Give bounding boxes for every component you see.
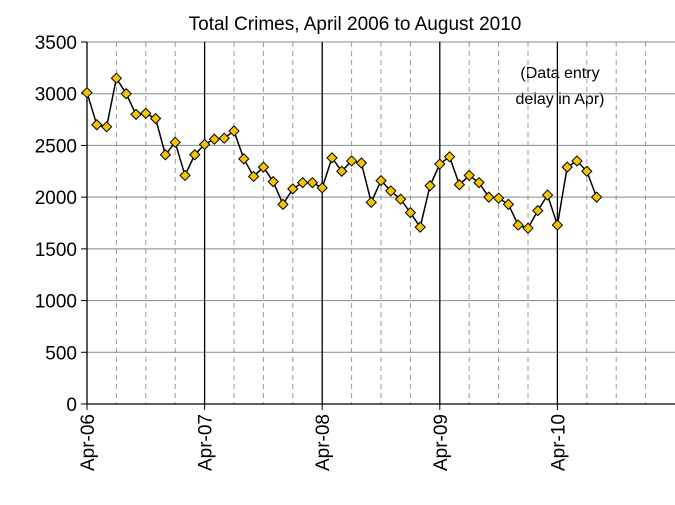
data-point [551, 219, 564, 231]
data-point [91, 119, 103, 131]
data-point [483, 191, 495, 203]
annotation: delay in Apr) [516, 91, 605, 108]
data-point [228, 125, 240, 137]
y-tick-label: 3500 [35, 33, 77, 54]
data-point [345, 155, 358, 167]
data-point [473, 176, 485, 189]
data-point [492, 192, 505, 204]
data-point [169, 136, 181, 149]
data-point [247, 170, 260, 183]
data-point [512, 219, 524, 231]
y-tick-label: 500 [45, 343, 77, 364]
data-point [267, 175, 279, 188]
data-point [218, 132, 230, 144]
x-tick-label: Apr-10 [548, 414, 569, 471]
y-tick-label: 2000 [35, 188, 77, 209]
data-point [571, 155, 583, 167]
data-point [394, 193, 407, 205]
data-point [561, 161, 573, 173]
data-point [140, 107, 152, 120]
data-point [424, 180, 436, 192]
data-point [434, 158, 446, 170]
chart-title: Total Crimes, April 2006 to August 2010 [189, 14, 522, 35]
x-tick-label: Apr-07 [196, 414, 217, 471]
data-point [502, 198, 515, 211]
data-point [257, 161, 270, 173]
data-point [463, 169, 475, 182]
data-point [100, 121, 113, 133]
data-point [208, 133, 221, 145]
data-point [306, 176, 319, 189]
y-tick-label: 1500 [35, 240, 77, 261]
data-point [522, 222, 534, 234]
data-point [198, 138, 211, 151]
x-tick-label: Apr-08 [313, 414, 334, 471]
data-point [81, 86, 93, 99]
data-point [130, 108, 142, 121]
y-tick-label: 1000 [35, 292, 77, 313]
data-point [149, 112, 162, 125]
y-tick-label: 0 [66, 395, 77, 416]
y-tick-label: 3000 [35, 85, 77, 106]
data-point [541, 189, 554, 201]
data-point [277, 198, 289, 211]
data-point [110, 72, 123, 84]
data-point [404, 206, 417, 219]
data-point [296, 176, 309, 189]
data-point [414, 221, 426, 233]
annotation: (Data entry [520, 65, 599, 82]
data-point [287, 183, 299, 195]
data-point [453, 179, 466, 191]
x-tick-label: Apr-09 [431, 414, 452, 471]
data-point [385, 185, 397, 197]
data-point [316, 182, 328, 194]
data-point [179, 169, 191, 182]
data-point [443, 151, 456, 163]
data-point [581, 165, 593, 177]
x-tick-label: Apr-06 [78, 414, 99, 471]
y-tick-label: 2500 [35, 136, 77, 157]
data-point [238, 153, 250, 165]
data-point [355, 157, 368, 169]
data-point [590, 191, 603, 203]
data-point [120, 88, 132, 100]
data-point [532, 204, 544, 217]
data-point [375, 174, 387, 187]
data-point [189, 149, 201, 161]
data-point [336, 165, 348, 177]
data-point [326, 152, 338, 164]
data-point [159, 149, 172, 161]
data-point [365, 196, 377, 209]
